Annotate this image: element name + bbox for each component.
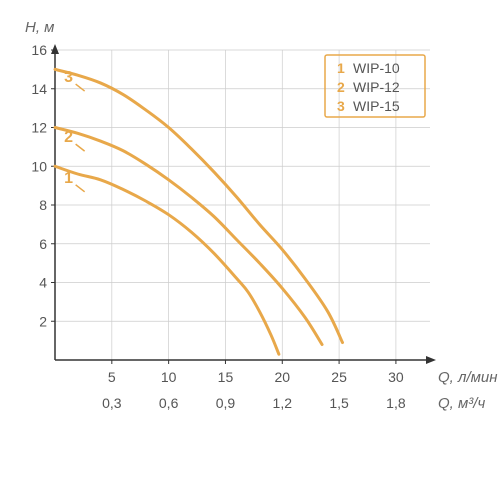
x-tick-label-m3h: 1,5 <box>329 395 349 411</box>
curve-label-2: 2 <box>64 129 73 146</box>
curve-label-3: 3 <box>64 69 73 86</box>
x-tick-label-m3h: 1,8 <box>386 395 406 411</box>
x-axis-title-lpm: Q, л/мин <box>438 369 498 386</box>
y-tick-label: 4 <box>39 275 47 291</box>
pump-performance-chart: 246810121416H, м51015202530Q, л/мин0,30,… <box>0 0 500 500</box>
legend-num-3: 3 <box>337 98 345 114</box>
curve-label-1: 1 <box>64 170 73 187</box>
x-tick-label-lpm: 5 <box>108 369 116 385</box>
y-tick-label: 6 <box>39 236 47 252</box>
y-tick-label: 16 <box>31 42 47 58</box>
y-tick-label: 8 <box>39 197 47 213</box>
legend-label-3: WIP-15 <box>353 98 400 114</box>
y-tick-label: 10 <box>31 158 47 174</box>
legend-num-2: 2 <box>337 79 345 95</box>
x-tick-label-lpm: 15 <box>218 369 234 385</box>
x-tick-label-m3h: 0,3 <box>102 395 122 411</box>
x-tick-label-m3h: 0,9 <box>216 395 236 411</box>
x-axis-title-m3h: Q, м³/ч <box>438 395 485 412</box>
y-axis-title: H, м <box>25 19 54 36</box>
y-tick-label: 2 <box>39 313 47 329</box>
y-tick-label: 14 <box>31 81 47 97</box>
x-tick-label-m3h: 1,2 <box>273 395 293 411</box>
x-tick-label-m3h: 0,6 <box>159 395 179 411</box>
x-tick-label-lpm: 25 <box>331 369 347 385</box>
legend-num-1: 1 <box>337 60 345 76</box>
chart-svg: 246810121416H, м51015202530Q, л/мин0,30,… <box>0 0 500 500</box>
legend-label-2: WIP-12 <box>353 79 400 95</box>
x-tick-label-lpm: 20 <box>274 369 290 385</box>
legend-label-1: WIP-10 <box>353 60 400 76</box>
x-tick-label-lpm: 10 <box>161 369 177 385</box>
x-tick-label-lpm: 30 <box>388 369 404 385</box>
y-tick-label: 12 <box>31 120 47 136</box>
